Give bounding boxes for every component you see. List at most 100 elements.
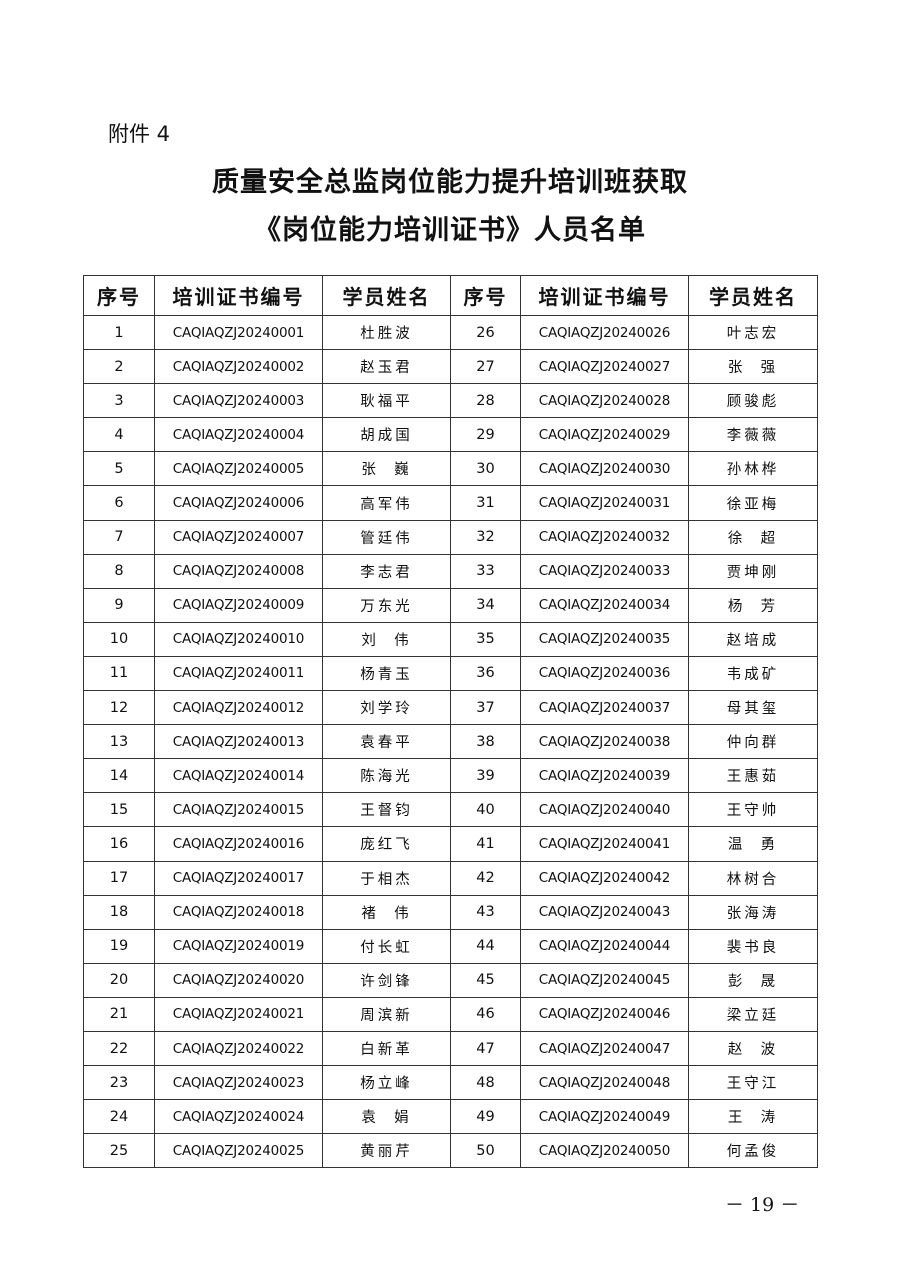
table-row: 12 CAQIAQZJ20240012 刘学玲 37 CAQIAQZJ20240037 母… — [83, 690, 818, 726]
cell-name: 母其玺 — [688, 690, 818, 726]
cell-seq: 23 — [83, 1065, 155, 1101]
cell-seq: 12 — [83, 690, 155, 726]
cell-seq: 50 — [450, 1133, 521, 1169]
header-cert-no: 培训证书编号 — [154, 275, 323, 316]
cell-name: 周滨新 — [322, 996, 451, 1032]
cell-name: 于相杰 — [322, 860, 451, 896]
cell-name: 张海涛 — [688, 894, 818, 930]
table-row: 22 CAQIAQZJ20240022 白新革 47 CAQIAQZJ20240047 赵… — [83, 1030, 818, 1067]
page-number: － 19 － — [725, 1194, 800, 1216]
cell-name: 杨青玉 — [322, 655, 451, 692]
cell-name: 何孟俊 — [688, 1133, 818, 1169]
cell-seq: 22 — [83, 1030, 155, 1067]
table-row: 5 CAQIAQZJ20240005 张 巍 30 CAQIAQZJ20240030 孙林… — [83, 451, 818, 487]
cell-seq: 3 — [83, 383, 155, 419]
cell-seq: 9 — [83, 587, 155, 623]
cell-seq: 28 — [450, 383, 521, 419]
document-title-line1: 质量安全总监岗位能力提升培训班获取 — [212, 167, 688, 198]
cell-cert-no: CAQIAQZJ20240016 — [154, 826, 323, 862]
cell-name: 胡成国 — [322, 417, 451, 453]
cell-cert-no: CAQIAQZJ20240024 — [154, 1099, 323, 1135]
cell-name: 林树合 — [688, 860, 818, 896]
cell-seq: 25 — [83, 1133, 155, 1169]
table-row: 23 CAQIAQZJ20240023 杨立峰 48 CAQIAQZJ20240048 王… — [83, 1065, 818, 1101]
cell-seq: 21 — [83, 996, 155, 1032]
cell-cert-no: CAQIAQZJ20240014 — [154, 758, 323, 794]
cell-cert-no: CAQIAQZJ20240042 — [520, 860, 689, 896]
cell-seq: 38 — [450, 724, 521, 760]
table-row: 7 CAQIAQZJ20240007 管廷伟 32 CAQIAQZJ20240032 徐 … — [83, 519, 818, 555]
cell-name: 赵玉君 — [322, 349, 451, 385]
cell-seq: 47 — [450, 1030, 521, 1067]
cell-seq: 49 — [450, 1099, 521, 1135]
cell-seq: 29 — [450, 417, 521, 453]
cell-seq: 46 — [450, 996, 521, 1032]
cell-cert-no: CAQIAQZJ20240043 — [520, 894, 689, 930]
cell-cert-no: CAQIAQZJ20240045 — [520, 962, 689, 998]
cell-name: 李薇薇 — [688, 417, 818, 453]
cell-name: 白新革 — [322, 1030, 451, 1067]
cell-seq: 35 — [450, 621, 521, 657]
cell-cert-no: CAQIAQZJ20240009 — [154, 587, 323, 623]
table-row: 18 CAQIAQZJ20240018 褚 伟 43 CAQIAQZJ20240043 张… — [83, 894, 818, 930]
cell-cert-no: CAQIAQZJ20240010 — [154, 621, 323, 657]
cell-cert-no: CAQIAQZJ20240035 — [520, 621, 689, 657]
cell-name: 刘学玲 — [322, 690, 451, 726]
cell-name: 高军伟 — [322, 485, 451, 521]
cell-cert-no: CAQIAQZJ20240034 — [520, 587, 689, 623]
cell-seq: 15 — [83, 792, 155, 828]
cell-seq: 43 — [450, 894, 521, 930]
cell-seq: 18 — [83, 894, 155, 930]
cell-seq: 13 — [83, 724, 155, 760]
cell-seq: 39 — [450, 758, 521, 794]
table-row: 13 CAQIAQZJ20240013 袁春平 38 CAQIAQZJ20240038 仲… — [83, 724, 818, 760]
cell-cert-no: CAQIAQZJ20240015 — [154, 792, 323, 828]
header-seq: 序号 — [83, 275, 155, 316]
cell-seq: 24 — [83, 1099, 155, 1135]
cell-seq: 31 — [450, 485, 521, 521]
cell-cert-no: CAQIAQZJ20240033 — [520, 553, 689, 589]
header-cert-no: 培训证书编号 — [520, 275, 689, 316]
cell-cert-no: CAQIAQZJ20240038 — [520, 724, 689, 760]
cell-seq: 6 — [83, 485, 155, 521]
cell-cert-no: CAQIAQZJ20240006 — [154, 485, 323, 521]
cell-seq: 42 — [450, 860, 521, 896]
cell-name: 顾骏彪 — [688, 383, 818, 419]
cell-seq: 17 — [83, 860, 155, 896]
cell-name: 杨 芳 — [688, 587, 818, 623]
cell-cert-no: CAQIAQZJ20240041 — [520, 826, 689, 862]
cell-seq: 1 — [83, 314, 155, 351]
cell-cert-no: CAQIAQZJ20240047 — [520, 1030, 689, 1067]
cell-cert-no: CAQIAQZJ20240002 — [154, 349, 323, 385]
cell-name: 彭 晟 — [688, 962, 818, 998]
cell-seq: 34 — [450, 587, 521, 623]
cell-cert-no: CAQIAQZJ20240011 — [154, 655, 323, 692]
cell-seq: 14 — [83, 758, 155, 794]
table-row: 2 CAQIAQZJ20240002 赵玉君 27 CAQIAQZJ20240027 张 … — [83, 349, 818, 385]
cell-name: 赵 波 — [688, 1030, 818, 1067]
cell-name: 万东光 — [322, 587, 451, 623]
cell-name: 陈海光 — [322, 758, 451, 794]
cell-cert-no: CAQIAQZJ20240023 — [154, 1065, 323, 1101]
cell-name: 王 涛 — [688, 1099, 818, 1135]
cell-cert-no: CAQIAQZJ20240007 — [154, 519, 323, 555]
cell-name: 付长虹 — [322, 928, 451, 964]
cell-name: 庞红飞 — [322, 826, 451, 862]
cell-cert-no: CAQIAQZJ20240020 — [154, 962, 323, 998]
table-row: 16 CAQIAQZJ20240016 庞红飞 41 CAQIAQZJ20240041 温… — [83, 826, 818, 862]
cell-cert-no: CAQIAQZJ20240050 — [520, 1133, 689, 1169]
cell-seq: 44 — [450, 928, 521, 964]
cell-name: 袁春平 — [322, 724, 451, 760]
table-row: 8 CAQIAQZJ20240008 李志君 33 CAQIAQZJ20240033 贾坤… — [83, 553, 818, 589]
table-row: 21 CAQIAQZJ20240021 周滨新 46 CAQIAQZJ20240046 梁… — [83, 996, 818, 1032]
table-row: 19 CAQIAQZJ20240019 付长虹 44 CAQIAQZJ20240044 裴… — [83, 928, 818, 964]
cell-cert-no: CAQIAQZJ20240018 — [154, 894, 323, 930]
cell-cert-no: CAQIAQZJ20240022 — [154, 1030, 323, 1067]
cell-name: 王守帅 — [688, 792, 818, 828]
cell-seq: 48 — [450, 1065, 521, 1101]
cell-seq: 37 — [450, 690, 521, 726]
cell-name: 赵培成 — [688, 621, 818, 657]
cell-name: 黄丽芹 — [322, 1133, 451, 1169]
cell-cert-no: CAQIAQZJ20240021 — [154, 996, 323, 1032]
attachment-label: 附件 4 — [108, 122, 171, 146]
